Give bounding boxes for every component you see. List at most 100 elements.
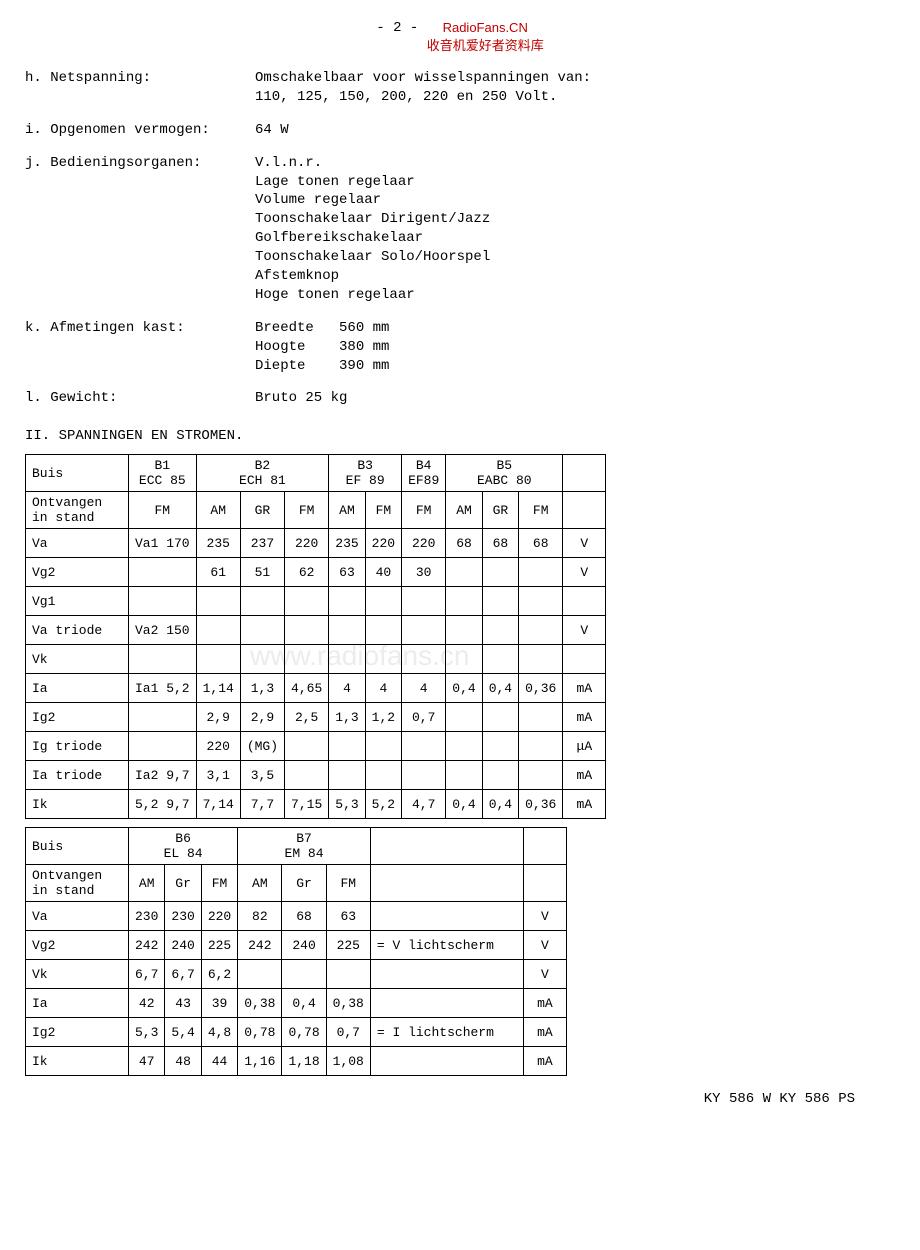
cell: 237	[240, 529, 284, 558]
row-label: Ig2	[26, 703, 129, 732]
cell	[482, 645, 518, 674]
spec-value: 64 W	[255, 121, 895, 140]
cell: 0,38	[238, 989, 282, 1018]
watermark-top: RadioFans.CN 收音机爱好者资料库	[427, 20, 544, 54]
band-header: FM	[326, 865, 370, 902]
unit-cell	[563, 587, 606, 616]
cell	[519, 558, 563, 587]
cell	[446, 616, 482, 645]
unit-cell: mA	[523, 1047, 566, 1076]
cell: 235	[196, 529, 240, 558]
cell: 4,7	[402, 790, 446, 819]
tube-header: B4EF89	[402, 455, 446, 492]
cell: 0,7	[326, 1018, 370, 1047]
unit-cell: mA	[523, 989, 566, 1018]
page-number: - 2 -	[376, 20, 418, 36]
note-cell: = V lichtscherm	[370, 931, 523, 960]
ontvangen-label: Ontvangenin stand	[26, 865, 129, 902]
watermark-text: RadioFans.CN	[443, 20, 528, 35]
footer-code: KY 586 W KY 586 PS	[25, 1091, 895, 1107]
cell	[329, 761, 365, 790]
row-label: Ik	[26, 1047, 129, 1076]
spec-value: Bruto 25 kg	[255, 389, 895, 408]
row-label: Ig triode	[26, 732, 129, 761]
spec-value: V.l.n.r. Lage tonen regelaar Volume rege…	[255, 154, 895, 305]
cell	[446, 645, 482, 674]
cell	[402, 587, 446, 616]
row-label: Vg1	[26, 587, 129, 616]
cell: Va1 170	[129, 529, 197, 558]
unit-cell: mA	[563, 790, 606, 819]
cell	[402, 645, 446, 674]
row-label: Ia	[26, 674, 129, 703]
cell	[129, 645, 197, 674]
row-label: Vk	[26, 645, 129, 674]
cell: 5,3	[129, 1018, 165, 1047]
cell: 39	[201, 989, 237, 1018]
cell	[329, 732, 365, 761]
spec-value: Omschakelbaar voor wisselspanningen van:…	[255, 69, 895, 107]
cell: 2,5	[285, 703, 329, 732]
table2-container: BuisB6EL 84B7EM 84Ontvangenin standAMGrF…	[25, 827, 895, 1076]
watermark-sub: 收音机爱好者资料库	[427, 38, 544, 53]
tube-header: B6EL 84	[129, 828, 238, 865]
cell: 3,5	[240, 761, 284, 790]
band-header: FM	[519, 492, 563, 529]
cell: 225	[201, 931, 237, 960]
cell	[446, 732, 482, 761]
cell: 0,7	[402, 703, 446, 732]
cell: 0,4	[282, 989, 326, 1018]
row-label: Va	[26, 902, 129, 931]
cell: 4	[365, 674, 401, 703]
cell: 1,3	[329, 703, 365, 732]
cell	[365, 616, 401, 645]
row-label: Ik	[26, 790, 129, 819]
cell	[519, 587, 563, 616]
note-cell	[370, 960, 523, 989]
cell: 230	[129, 902, 165, 931]
cell: 5,2	[365, 790, 401, 819]
spec-value: Breedte 560 mm Hoogte 380 mm Diepte 390 …	[255, 319, 895, 376]
cell	[240, 616, 284, 645]
note-cell: = I lichtscherm	[370, 1018, 523, 1047]
band-header: AM	[238, 865, 282, 902]
cell	[282, 960, 326, 989]
cell	[329, 645, 365, 674]
unit-cell: mA	[523, 1018, 566, 1047]
band-header: FM	[365, 492, 401, 529]
cell	[519, 645, 563, 674]
tube-header: B3EF 89	[329, 455, 402, 492]
cell: 220	[201, 902, 237, 931]
band-header: FM	[129, 492, 197, 529]
cell	[402, 732, 446, 761]
cell: Ia1 5,2	[129, 674, 197, 703]
spec-label: i. Opgenomen vermogen:	[25, 121, 255, 140]
cell: 1,16	[238, 1047, 282, 1076]
cell	[482, 616, 518, 645]
unit-cell: V	[563, 558, 606, 587]
cell	[329, 587, 365, 616]
cell: 51	[240, 558, 284, 587]
cell: 242	[129, 931, 165, 960]
cell: 47	[129, 1047, 165, 1076]
cell: 0,78	[238, 1018, 282, 1047]
cell: 230	[165, 902, 201, 931]
unit-cell	[563, 645, 606, 674]
cell: 5,3	[329, 790, 365, 819]
cell: Va2 150	[129, 616, 197, 645]
unit-cell: V	[563, 616, 606, 645]
row-label: Va triode	[26, 616, 129, 645]
cell: 0,36	[519, 790, 563, 819]
cell: 220	[285, 529, 329, 558]
cell: 4	[402, 674, 446, 703]
spec-row: k. Afmetingen kast:Breedte 560 mm Hoogte…	[25, 319, 895, 376]
cell: 1,18	[282, 1047, 326, 1076]
tube-header: B7EM 84	[238, 828, 371, 865]
cell: 0,36	[519, 674, 563, 703]
cell	[285, 616, 329, 645]
cell	[482, 761, 518, 790]
cell	[446, 558, 482, 587]
cell: Ia2 9,7	[129, 761, 197, 790]
cell	[519, 703, 563, 732]
row-label: Vk	[26, 960, 129, 989]
